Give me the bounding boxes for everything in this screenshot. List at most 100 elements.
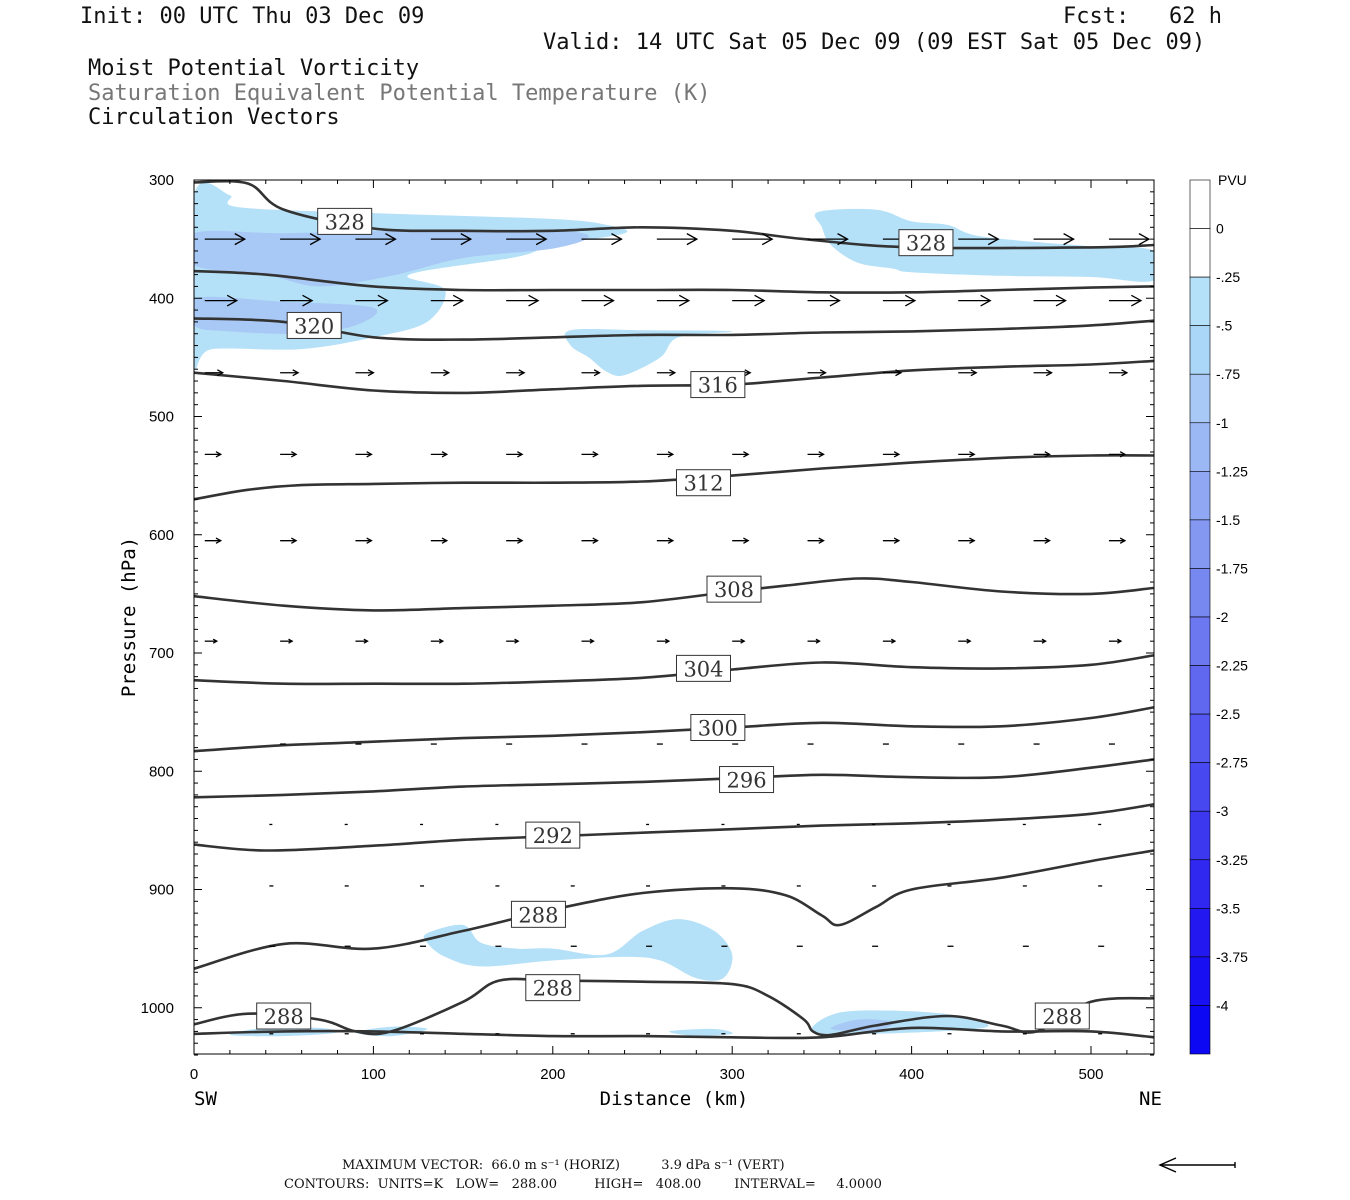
colorbar: 0 -.25 -.5 -.75 -1 -1.25 -1.5 -1.75 -2 -2.25 -2.5 -… [1189, 179, 1248, 1055]
pv-region-3 [564, 328, 733, 376]
y-axis-title: Pressure (hPa) [118, 537, 140, 697]
pv-region-8 [669, 1028, 733, 1037]
title-line-1: Moist Potential Vorticity [88, 56, 420, 81]
y-tick-label: 700 [149, 645, 174, 662]
vector-layer [204, 233, 1151, 1035]
circulation-vector [204, 451, 223, 458]
x-tick-label: 500 [1078, 1066, 1103, 1083]
circulation-vector [807, 638, 821, 644]
colorbar-label: -.5 [1216, 318, 1233, 334]
circulation-vector [581, 537, 599, 544]
circulation-vector [656, 294, 691, 307]
theta-contour-12 [194, 1026, 1154, 1040]
colorbar-unit: PVU [1218, 172, 1247, 188]
theta-contour-9 [194, 803, 1154, 852]
contour-label-text: 304 [683, 657, 723, 681]
circulation-vector [1033, 451, 1051, 458]
circulation-vector [430, 638, 445, 644]
valid-time: Valid: 14 UTC Sat 05 Dec 09 (09 EST Sat … [543, 30, 1206, 55]
pv-region-4 [814, 208, 1154, 282]
plot-frame [193, 179, 1155, 1055]
circulation-vector [882, 638, 897, 644]
circulation-vector [1033, 233, 1075, 246]
pv-region-0 [194, 182, 628, 370]
circulation-vector [656, 638, 671, 644]
axis-layer: 300 400 500 600 700 800 900 1000 0 100 200 300 400 50… [141, 172, 1154, 1083]
circulation-vector [280, 638, 294, 644]
circulation-vector [732, 537, 750, 544]
colorbar-label: -4 [1216, 997, 1229, 1013]
contour-label: 328 [898, 229, 954, 257]
circulation-vector [581, 369, 601, 377]
circulation-vector [807, 537, 825, 544]
circulation-vector [1033, 638, 1047, 644]
circulation-vector [882, 537, 901, 544]
circulation-vector [958, 294, 992, 307]
theta-contour-3 [194, 359, 1154, 395]
x-tick-label: 0 [190, 1066, 198, 1083]
colorbar-label: -3.5 [1216, 900, 1240, 916]
pv-region-5 [423, 919, 733, 981]
colorbar-segment [1189, 422, 1211, 472]
colorbar-label: -3.25 [1216, 852, 1248, 868]
circulation-vector [656, 537, 675, 544]
contour-label: 312 [675, 469, 731, 497]
circulation-vector [204, 369, 225, 377]
contour-label: 304 [675, 654, 731, 682]
circulation-vector [732, 638, 746, 644]
circulation-vector [506, 451, 524, 458]
circulation-vector [581, 638, 595, 644]
colorbar-segment [1189, 859, 1211, 909]
circulation-vector [882, 451, 901, 458]
circulation-vector [581, 233, 623, 246]
x-tick-label: 100 [361, 1066, 386, 1083]
colorbar-segment [1189, 665, 1211, 715]
contour-label: 288 [525, 974, 581, 1002]
circulation-vector [656, 369, 677, 377]
circulation-vector [581, 451, 599, 458]
contour-label: 288 [510, 900, 566, 928]
contour-label: 300 [690, 713, 746, 741]
circulation-vector [506, 294, 540, 307]
colorbar-segment [1189, 228, 1211, 278]
contour-label-text: 300 [698, 716, 738, 740]
circulation-vector [506, 369, 526, 377]
y-tick-label: 400 [149, 290, 174, 307]
colorbar-segment [1189, 373, 1211, 424]
circulation-vector [280, 537, 298, 544]
circulation-vector [807, 233, 849, 246]
circulation-vector [506, 233, 548, 246]
contour-label: 316 [690, 371, 746, 399]
colorbar-segment [1189, 956, 1211, 1006]
circulation-vector [280, 369, 300, 377]
contour-label: 328 [317, 207, 373, 235]
circulation-vector [355, 638, 369, 644]
colorbar-segment [1189, 810, 1211, 861]
circulation-vector [204, 537, 223, 544]
colorbar-segment [1189, 179, 1211, 229]
circulation-vector [1108, 451, 1127, 458]
contour-info-note: CONTOURS: UNITS=K LOW= 288.00 HIGH= 408.… [284, 1177, 882, 1192]
circulation-vector [1108, 233, 1151, 246]
title-line-2: Saturation Equivalent Potential Temperat… [88, 81, 711, 106]
colorbar-segment [1189, 325, 1211, 375]
max-vector-note: MAXIMUM VECTOR: 66.0 m s⁻¹ (HORIZ) 3.9 d… [342, 1158, 785, 1173]
circulation-vector [204, 638, 219, 644]
colorbar-segment [1189, 471, 1211, 521]
y-tick-label: 900 [149, 882, 174, 899]
forecast-hour: Fcst: 62 h [1063, 4, 1222, 29]
circulation-vector [355, 537, 373, 544]
circulation-vector [958, 638, 972, 644]
y-tick-label: 800 [149, 763, 174, 780]
colorbar-segment [1189, 276, 1211, 326]
contour-label: 296 [719, 766, 775, 794]
theta-contour-6 [194, 654, 1154, 686]
contour-label: 288 [256, 1002, 312, 1030]
init-time: Init: 00 UTC Thu 03 Dec 09 [80, 4, 425, 29]
circulation-vector [1108, 537, 1127, 544]
colorbar-label: -3.75 [1216, 949, 1248, 965]
reference-vector-arrow [1158, 1157, 1236, 1173]
theta-contour-10 [194, 849, 1154, 970]
contour-label-text: 292 [533, 824, 573, 848]
